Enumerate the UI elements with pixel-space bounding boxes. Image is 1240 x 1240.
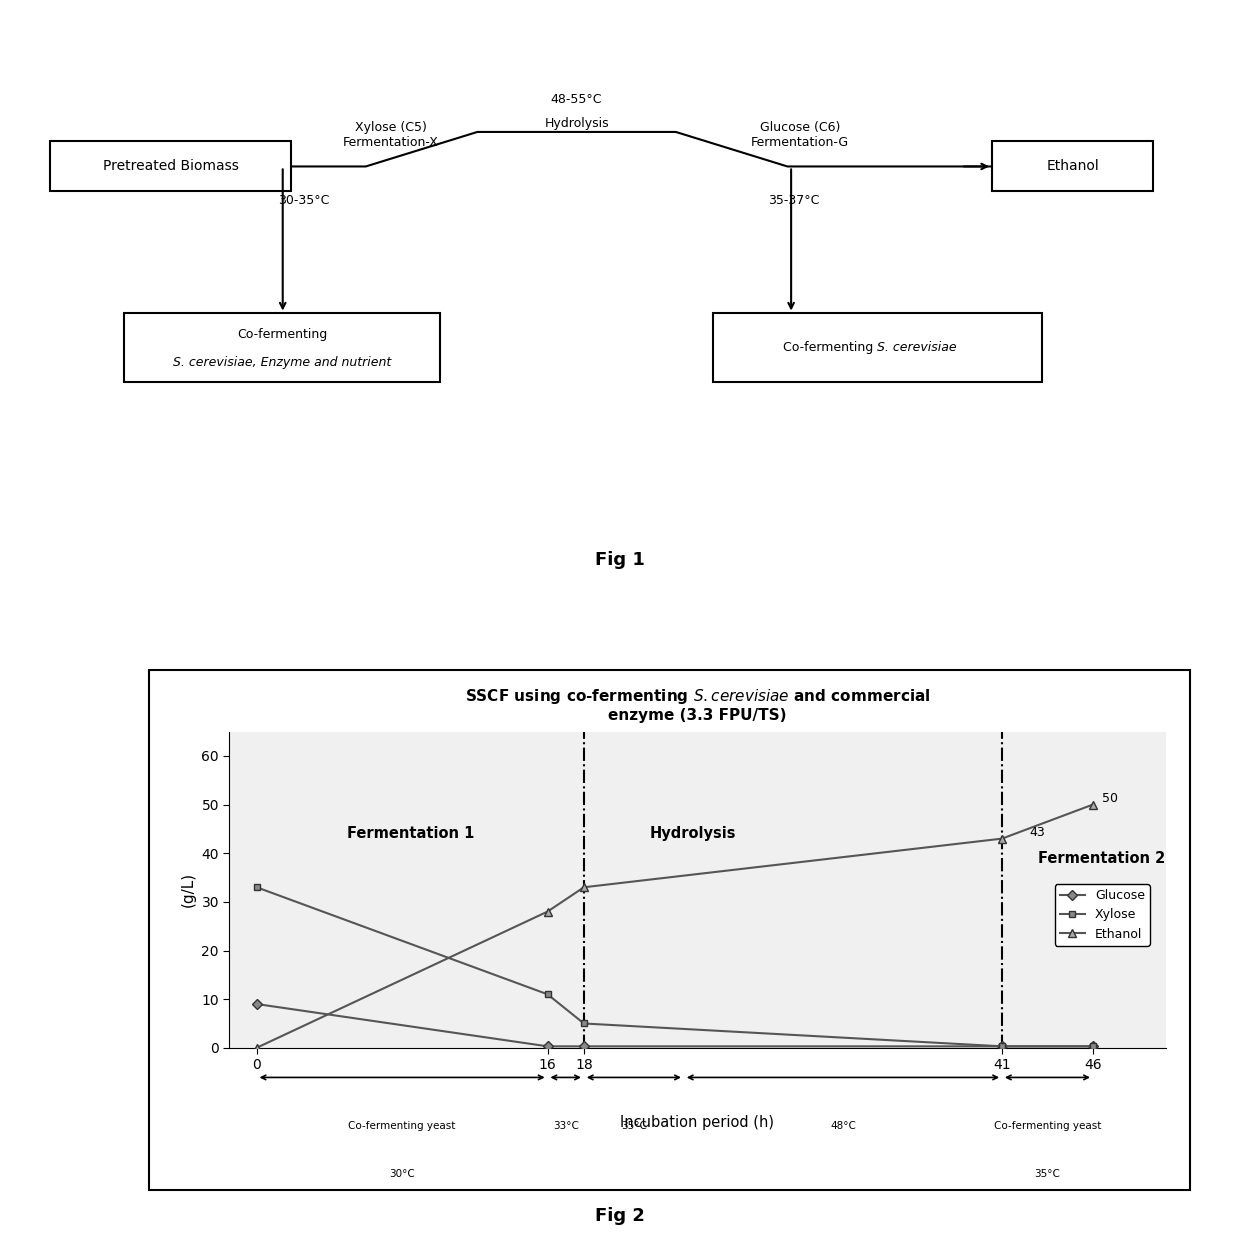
Text: 35-37°C: 35-37°C (768, 193, 820, 207)
Text: Hydrolysis: Hydrolysis (544, 117, 609, 129)
Y-axis label: (g/L): (g/L) (181, 872, 196, 908)
Text: Fermentation 1: Fermentation 1 (347, 826, 475, 841)
Text: Co-fermenting: Co-fermenting (237, 327, 327, 341)
Legend: Glucose, Xylose, Ethanol: Glucose, Xylose, Ethanol (1055, 884, 1149, 946)
Text: Glucose (C6)
Fermentation-G: Glucose (C6) Fermentation-G (750, 122, 849, 149)
Text: Fig 2: Fig 2 (595, 1207, 645, 1225)
Text: Co-fermenting: Co-fermenting (782, 341, 878, 355)
Text: 30-35°C: 30-35°C (278, 193, 330, 207)
Text: S. cerevisiae, Enzyme and nutrient: S. cerevisiae, Enzyme and nutrient (172, 356, 392, 370)
Title: SSCF using co-fermenting $\it{S.cerevisiae}$ and commercial
enzyme (3.3 FPU/TS): SSCF using co-fermenting $\it{S.cerevisi… (465, 687, 930, 723)
Text: 35°C: 35°C (1034, 1169, 1060, 1179)
Text: 33°C: 33°C (553, 1121, 579, 1131)
Text: 48-55°C: 48-55°C (551, 93, 603, 105)
Bar (50, 141, 291, 191)
Text: Ethanol: Ethanol (1047, 159, 1099, 174)
Text: S. cerevisiae: S. cerevisiae (878, 341, 957, 355)
Text: 50: 50 (1102, 792, 1118, 805)
Bar (713, 314, 1042, 382)
Text: 30°C: 30°C (389, 1169, 415, 1179)
Text: Fig 1: Fig 1 (595, 552, 645, 569)
Text: Incubation period (h): Incubation period (h) (620, 1115, 775, 1130)
Text: Fermentation 2: Fermentation 2 (1038, 851, 1166, 866)
Text: 48°C: 48°C (830, 1121, 856, 1131)
Text: 35°C: 35°C (621, 1121, 647, 1131)
Text: Xylose (C5)
Fermentation-X: Xylose (C5) Fermentation-X (342, 122, 439, 149)
Text: Hydrolysis: Hydrolysis (650, 826, 737, 841)
Bar (124, 314, 440, 382)
Text: Co-fermenting yeast: Co-fermenting yeast (993, 1121, 1101, 1131)
Text: Co-fermenting yeast: Co-fermenting yeast (348, 1121, 456, 1131)
Bar (992, 141, 1153, 191)
Text: Pretreated Biomass: Pretreated Biomass (103, 159, 238, 174)
Text: 43: 43 (1029, 826, 1045, 839)
